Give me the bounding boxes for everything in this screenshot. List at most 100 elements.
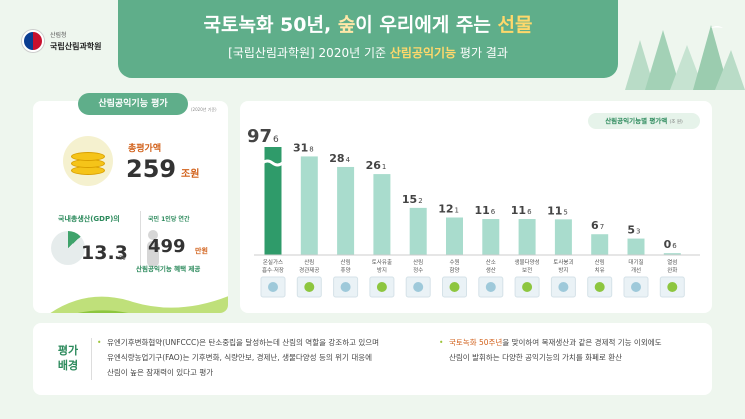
category-icon-glyph	[558, 282, 569, 292]
category-label: 산림	[341, 258, 351, 266]
category-label: 산소	[486, 258, 496, 266]
category-icon-glyph	[304, 282, 315, 292]
bullet-line: 유엔식량농업기구(FAO)는 기후변화, 식량안보, 경제난, 생물다양성 등의…	[107, 353, 373, 362]
bullet-line: 산림이 높은 잠재력이 있다고 평가	[107, 368, 214, 377]
bar	[518, 219, 536, 255]
category-label: 보전	[522, 266, 532, 274]
bar	[482, 219, 500, 255]
category-label: 열섬	[667, 258, 677, 266]
category-label: 방지	[558, 266, 568, 274]
category-label: 정수	[413, 267, 423, 274]
category-icon-glyph	[268, 282, 278, 292]
bar	[337, 166, 355, 255]
category-label: 산림	[595, 258, 605, 266]
category-label: 흡수·저장	[262, 266, 284, 274]
bar	[373, 174, 391, 255]
hill-illustration-icon	[50, 296, 228, 313]
bar-value-label: 5	[627, 224, 635, 237]
background-title: 평가 배경	[57, 344, 79, 372]
base-year-note: (2020년 기준)	[191, 107, 217, 112]
bullet-line: 산림이 발휘하는 다양한 공익기능의 가치를 화폐로 환산	[449, 353, 623, 362]
bar	[591, 234, 609, 255]
total-label: 총평가액	[128, 144, 162, 154]
page-subtitle: [국립산림과학원] 2020년 기준 산림공익기능 평가 결과	[228, 46, 508, 60]
category-icon-glyph	[376, 282, 387, 292]
bar-value-label: 12	[438, 202, 453, 215]
person-icon	[147, 230, 159, 267]
per-capita-value: 499	[148, 236, 186, 257]
bar	[554, 219, 572, 255]
gdp-value: 13.3	[81, 242, 128, 264]
category-label: 치유	[595, 266, 605, 274]
category-icon-glyph	[667, 282, 678, 292]
category-icon-glyph	[449, 282, 460, 292]
bar-value-decimal: 4	[346, 156, 351, 164]
category-icon-glyph	[485, 282, 496, 292]
category-icon-glyph	[340, 282, 351, 292]
category-label: 생물다양성	[514, 258, 539, 266]
category-label: 산림	[413, 258, 423, 266]
bar-value-decimal: 6	[491, 208, 496, 216]
divider	[91, 338, 92, 380]
category-label: 수원	[449, 258, 459, 266]
per-capita-sub: 산림공익기능 혜택 제공	[136, 265, 201, 273]
bar	[300, 156, 318, 255]
category-label: 경관제공	[299, 266, 319, 274]
background-right-text: 국토녹화 50주년을 맞이하여 목재생산과 같은 경제적 기능 이외에도 산림이…	[439, 335, 704, 365]
bar-value-decimal: 8	[309, 145, 313, 153]
category-label: 방지	[377, 266, 387, 274]
bar-value-decimal: 1	[455, 206, 459, 214]
bar	[264, 147, 282, 255]
bar-value-decimal: 5	[563, 208, 567, 216]
bar-value-label: 6	[591, 219, 599, 232]
header: 산림청 국립산림과학원 국토녹화 50년, 숲이 우리에게 주는 선물 [국립산…	[0, 0, 745, 90]
gdp-label: 국내총생산(GDP)의	[58, 215, 120, 223]
summary-badge: 산림공익기능 평가	[78, 93, 188, 115]
background-card: 평가 배경 유엔기후변화협약(UNFCCC)은 탄소중립을 달성하는데 산림의 …	[33, 323, 712, 395]
category-label: 생산	[486, 266, 496, 274]
category-label: 완화	[667, 266, 677, 274]
chart-title: 산림공익기능별 평가액 (조 원)	[588, 113, 700, 129]
category-label: 휴양	[341, 266, 351, 274]
category-icon-glyph	[631, 282, 641, 292]
logo: 산림청 국립산림과학원	[22, 30, 102, 52]
gdp-pie-icon	[51, 231, 85, 265]
bar-value-decimal: 1	[382, 163, 386, 171]
bar-value-decimal: 6	[273, 135, 279, 145]
bar-value-label: 11	[511, 204, 526, 217]
bar-value-label: 15	[402, 193, 417, 206]
bar	[409, 207, 427, 255]
category-label: 개선	[631, 266, 641, 274]
category-label: 산림	[304, 258, 314, 266]
bar-value-label: 31	[293, 141, 308, 154]
category-label: 함양	[449, 266, 459, 274]
bar-value-label: 11	[547, 204, 562, 217]
bar-value-decimal: 2	[418, 197, 422, 205]
logo-sub: 산림청	[50, 32, 67, 39]
category-label: 토사붕괴	[553, 258, 573, 266]
header-band	[118, 0, 618, 78]
bullet-line: 국토녹화 50주년을 맞이하여 목재생산과 같은 경제적 기능 이외에도	[439, 335, 704, 350]
bar-value-decimal: 3	[636, 228, 640, 236]
bar-value-decimal: 7	[600, 223, 604, 231]
coins-icon	[63, 136, 113, 186]
per-capita-unit: 만원	[195, 247, 208, 255]
bar-value-label: 0	[664, 238, 672, 251]
bar-value-decimal: 6	[672, 242, 677, 250]
taegeuk-logo-icon	[22, 30, 44, 52]
category-icon-glyph	[522, 282, 533, 292]
category-icon-glyph	[413, 282, 424, 292]
chart-card: 97 6 온실가스 흡수·저장 31 8 산림 경관제공 28 4 산림 휴양 26 1 토사유출 방지 15 2…	[240, 101, 712, 313]
gdp-unit: %	[119, 254, 126, 262]
logo-main: 국립산림과학원	[50, 42, 102, 51]
trees-illustration-icon	[625, 25, 745, 90]
bar-value-label: 26	[366, 159, 382, 172]
axis-break-mark	[261, 159, 284, 167]
per-capita-label: 국민 1인당 연간	[148, 216, 190, 223]
category-label: 토사유출	[372, 258, 392, 266]
category-label: 대기질	[628, 258, 643, 266]
bar	[446, 217, 463, 255]
total-value: 259	[126, 155, 177, 183]
bar-value-label: 28	[329, 152, 344, 165]
